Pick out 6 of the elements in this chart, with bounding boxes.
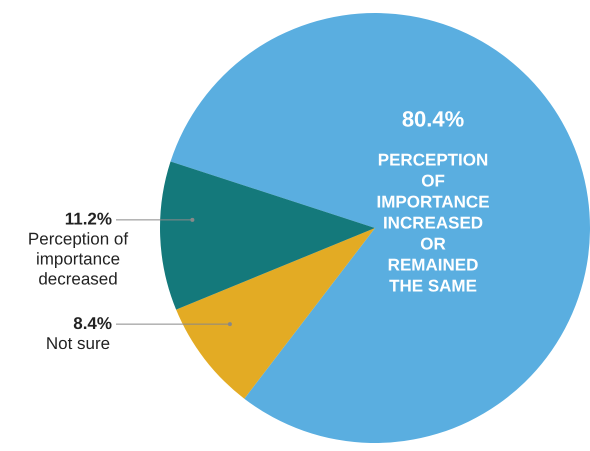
slice-label: Not sure (46, 334, 110, 353)
slice-label: PERCEPTION OF IMPORTANCE INCREASED OR REMAINED THE SAME (376, 150, 490, 296)
data-label: 8.4% (73, 314, 112, 333)
slice-label: Perception of importance decreased (28, 230, 128, 289)
data-label: 11.2% (64, 210, 112, 229)
data-label: 80.4% (402, 106, 464, 132)
